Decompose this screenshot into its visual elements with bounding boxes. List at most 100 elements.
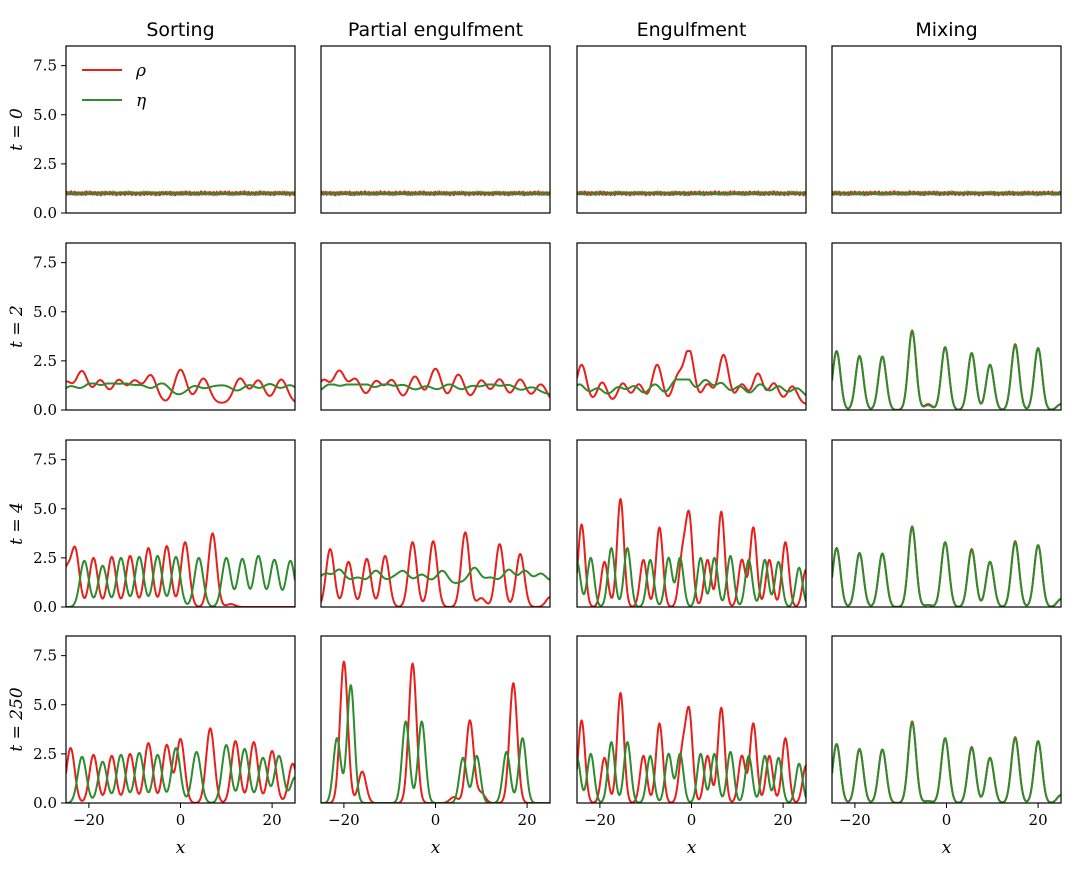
- panel-frame: [831, 45, 1062, 214]
- y-tick-label: 2.5: [33, 549, 57, 567]
- panel-lines: [577, 350, 806, 405]
- y-tick-label: 7.5: [33, 451, 57, 469]
- rho-line: [577, 350, 806, 405]
- y-tick-label: 2.5: [33, 745, 57, 763]
- y-tick-label: 5.0: [33, 696, 57, 714]
- panel: 0.0 2.5 5.0 7.5: [33, 439, 296, 616]
- eta-line: [832, 330, 1061, 410]
- rho-line: [577, 691, 806, 803]
- panel: 0.0 2.5 5.0 7.5 −20 0 20 x: [33, 635, 296, 858]
- column-title: Engulfment: [637, 19, 747, 41]
- panel-frame: [320, 635, 551, 804]
- panel-lines: [577, 691, 806, 803]
- y-tick-label: 5.0: [33, 106, 57, 124]
- panel-frame: [65, 439, 296, 608]
- y-tick-label: 0.0: [33, 204, 57, 222]
- panel-frame: [576, 45, 807, 214]
- panel-frame: [65, 45, 296, 214]
- eta-line: [577, 741, 806, 803]
- eta-line: [832, 721, 1061, 803]
- panel-frame: [320, 45, 551, 214]
- panel-frame: [576, 242, 807, 411]
- eta-line: [321, 566, 550, 584]
- panel: [576, 45, 807, 214]
- column-title: Mixing: [915, 19, 977, 41]
- y-tick-label: 2.5: [33, 352, 57, 370]
- column-title: Sorting: [146, 19, 214, 41]
- eta-line: [66, 190, 295, 197]
- panel: [831, 439, 1062, 608]
- eta-line: [577, 190, 806, 197]
- legend-label-rho: ρ: [135, 61, 146, 81]
- panel-frame: [320, 439, 551, 608]
- eta-line: [832, 526, 1061, 607]
- panel: [831, 242, 1062, 411]
- legend-label-eta: η: [136, 91, 147, 111]
- panel: [576, 439, 807, 608]
- row-label: t = 0: [7, 108, 27, 151]
- x-tick-label: 20: [518, 811, 537, 829]
- x-tick-label: 0: [942, 811, 952, 829]
- panel-frame: [65, 242, 296, 411]
- y-tick-label: 7.5: [33, 57, 57, 75]
- panel-frame: [320, 242, 551, 411]
- x-tick-label: −20: [839, 811, 871, 829]
- x-axis-label: x: [942, 838, 952, 858]
- panel: [320, 45, 551, 214]
- panel-lines: [321, 190, 550, 197]
- x-tick-label: −20: [328, 811, 360, 829]
- y-tick-label: 0.0: [33, 598, 57, 616]
- eta-line: [832, 190, 1061, 197]
- panel-lines: [832, 329, 1061, 410]
- x-tick-label: −20: [584, 811, 616, 829]
- x-axis-label: x: [431, 838, 441, 858]
- y-tick-label: 7.5: [33, 647, 57, 665]
- y-tick-label: 0.0: [33, 794, 57, 812]
- x-axis-label: x: [176, 838, 186, 858]
- row-label: t = 4: [7, 502, 27, 545]
- panel-lines: [66, 190, 295, 197]
- panel-lines: [577, 497, 806, 607]
- panel: −20 0 20 x: [576, 635, 807, 858]
- panel: 0.0 2.5 5.0 7.5: [33, 242, 296, 419]
- panel: [320, 439, 551, 608]
- panel: −20 0 20 x: [831, 635, 1062, 858]
- panel-frame: [831, 439, 1062, 608]
- panel: [576, 242, 807, 411]
- x-tick-label: 0: [687, 811, 697, 829]
- x-tick-label: 20: [263, 811, 282, 829]
- panel-lines: [321, 660, 550, 803]
- rho-line: [321, 367, 550, 398]
- row-label: t = 250: [7, 687, 27, 752]
- eta-line: [66, 554, 295, 607]
- eta-line: [66, 382, 295, 396]
- panel: 0.0 2.5 5.0 7.5: [33, 45, 296, 222]
- panel: [320, 242, 551, 411]
- panel-lines: [832, 720, 1061, 803]
- panel-lines: [577, 190, 806, 197]
- rho-line: [577, 497, 806, 607]
- y-tick-label: 7.5: [33, 254, 57, 272]
- x-tick-label: −20: [73, 811, 105, 829]
- panel-lines: [66, 368, 295, 404]
- row-label: t = 2: [7, 305, 27, 348]
- panel-frame: [831, 635, 1062, 804]
- panel-frame: [576, 439, 807, 608]
- panel-lines: [66, 532, 295, 607]
- y-tick-label: 5.0: [33, 303, 57, 321]
- rho-line: [321, 660, 550, 803]
- y-tick-label: 0.0: [33, 401, 57, 419]
- x-tick-label: 20: [774, 811, 793, 829]
- panel-lines: [321, 367, 550, 398]
- eta-line: [321, 383, 550, 395]
- panel-lines: [66, 727, 295, 803]
- rho-line: [321, 531, 550, 607]
- eta-line: [577, 378, 806, 396]
- x-tick-label: 20: [1029, 811, 1048, 829]
- rho-line: [66, 727, 295, 803]
- eta-line: [577, 547, 806, 607]
- panel-lines: [832, 525, 1061, 607]
- y-tick-label: 2.5: [33, 155, 57, 173]
- x-tick-label: 0: [176, 811, 186, 829]
